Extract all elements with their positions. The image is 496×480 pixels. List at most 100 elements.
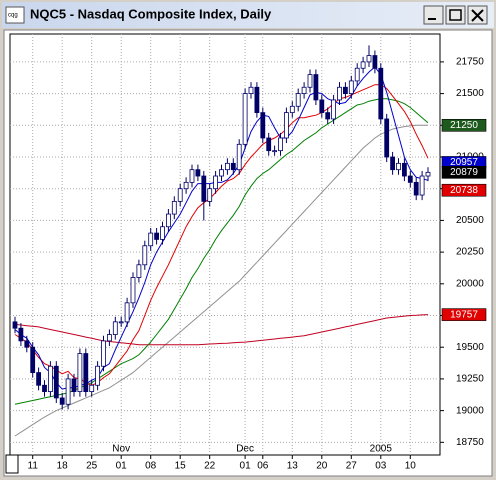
y-tick-label: 20250 (456, 247, 484, 258)
candle-body (248, 86, 254, 94)
minimize-button[interactable] (423, 5, 444, 25)
candle-body (295, 93, 301, 107)
y-tick-label: 20000 (456, 278, 484, 289)
x-tick-label: 15 (175, 461, 187, 472)
title-bar (2, 2, 494, 28)
price-box-label: 21250 (450, 120, 478, 131)
candle-body (142, 245, 148, 266)
candle-body (24, 340, 30, 348)
candle-body (331, 99, 337, 120)
candle-body (413, 181, 419, 196)
month-label: Nov (112, 444, 130, 455)
candle-body (83, 353, 89, 392)
candle-body (354, 67, 360, 82)
month-label: Dec (236, 444, 254, 455)
close-button[interactable] (467, 5, 488, 25)
candle-body (77, 353, 83, 392)
candle-body (266, 137, 272, 152)
candle-body (278, 137, 283, 152)
candle-body (401, 162, 407, 177)
candle-body (272, 150, 278, 153)
candle-body (337, 86, 342, 101)
window-title: NQC5 - Nasdaq Composite Index, Daily (30, 6, 272, 21)
x-tick-label: 27 (346, 461, 358, 472)
candle-body (183, 181, 189, 190)
candle-body (289, 105, 295, 114)
candle-body (242, 93, 248, 145)
candle-body (313, 74, 319, 101)
icon-glyph: cqg (8, 13, 18, 19)
candle-body (283, 112, 289, 139)
candle-body (107, 334, 112, 342)
y-tick-label: 18750 (456, 437, 484, 448)
candle-body (254, 86, 260, 114)
candle-body (130, 277, 136, 304)
candle-body (201, 175, 207, 202)
candle-body (219, 169, 224, 177)
candle-body (407, 175, 413, 183)
x-tick-label: 01 (240, 461, 252, 472)
candle-body (165, 213, 171, 228)
candle-body (260, 112, 266, 139)
candle-body (325, 112, 331, 120)
candle-body (396, 162, 401, 171)
x-tick-label: 18 (57, 461, 69, 472)
price-box-label: 20738 (450, 185, 478, 196)
x-tick-label: 08 (145, 461, 157, 472)
moving-average-line (14, 124, 428, 437)
price-box (441, 308, 487, 321)
y-tick-label: 19500 (456, 342, 484, 353)
candle-body (171, 200, 177, 215)
y-tick-label: 21500 (456, 88, 484, 99)
candle-body (12, 321, 18, 329)
x-tick-label: 11 (28, 461, 39, 472)
candle-body (154, 232, 160, 240)
y-tick-label: 20500 (456, 215, 484, 226)
moving-average-line (14, 314, 429, 346)
y-tick-label: 21750 (456, 57, 484, 68)
x-tick-label: 06 (257, 461, 269, 472)
price-box-label: 20879 (450, 167, 478, 178)
candle-body (136, 264, 142, 278)
scroll-box[interactable] (5, 454, 19, 474)
candle-body (348, 80, 354, 94)
candle-body (53, 365, 59, 399)
candle-body (319, 99, 325, 114)
x-tick-label: 13 (287, 461, 299, 472)
candle-body (419, 175, 425, 196)
candle-body (177, 188, 183, 202)
x-tick-label: 03 (375, 461, 387, 472)
x-tick-label: 25 (86, 461, 98, 472)
candle-body (30, 346, 36, 373)
candle-body (95, 365, 100, 386)
candle-body (384, 118, 390, 158)
candle-body (372, 55, 378, 69)
x-tick-label: 01 (116, 461, 128, 472)
x-tick-label: 20 (316, 461, 328, 472)
x-tick-label: 22 (204, 461, 216, 472)
candle-body (48, 365, 53, 392)
candle-body (230, 162, 236, 171)
window-icon (5, 6, 25, 24)
price-box-label: 20957 (450, 157, 478, 168)
price-box (441, 119, 487, 132)
candle-body (236, 143, 242, 171)
candle-body (224, 162, 230, 171)
candle-body (213, 175, 219, 190)
candle-body (124, 302, 130, 323)
candle-body (301, 86, 307, 94)
candle-body (18, 327, 24, 342)
candle-body (378, 67, 384, 120)
candle-body (59, 397, 65, 405)
x-tick-label: 10 (405, 461, 417, 472)
y-tick-label: 19000 (456, 405, 484, 416)
maximize-button[interactable] (445, 5, 466, 25)
candle-body (342, 86, 348, 94)
candle-body (118, 321, 124, 324)
candle-body (360, 61, 366, 69)
price-box-label: 19757 (450, 309, 478, 320)
candle-body (207, 188, 213, 202)
candle-body (101, 340, 106, 367)
month-label: 2005 (370, 444, 393, 455)
